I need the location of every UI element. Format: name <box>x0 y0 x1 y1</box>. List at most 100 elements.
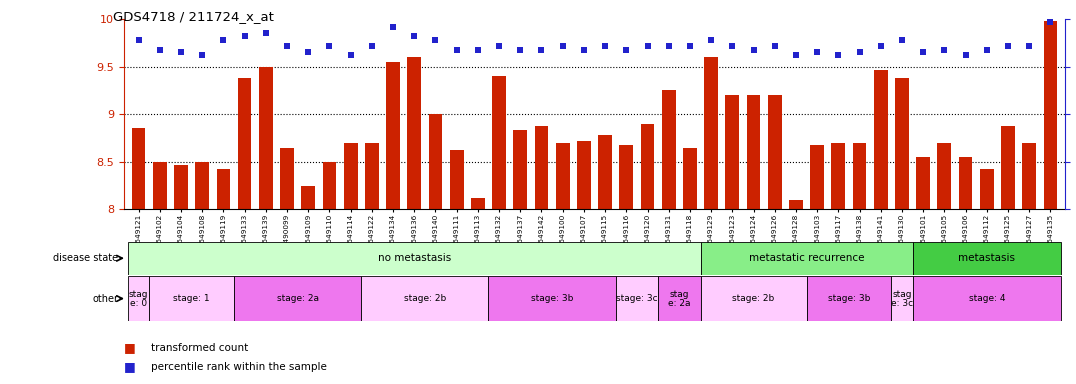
Text: stage: 3b: stage: 3b <box>827 294 870 303</box>
Bar <box>912 242 1061 275</box>
Point <box>957 52 974 58</box>
Text: metastasis: metastasis <box>959 253 1016 263</box>
Point <box>427 37 444 43</box>
Point <box>194 52 211 58</box>
Bar <box>238 78 252 209</box>
Bar <box>768 95 781 209</box>
Point <box>830 52 847 58</box>
Text: stag
e: 0: stag e: 0 <box>129 290 148 308</box>
Bar <box>386 62 400 209</box>
Bar <box>789 200 803 209</box>
Bar <box>131 129 145 209</box>
Point <box>618 46 635 53</box>
Bar <box>513 131 527 209</box>
Bar <box>832 143 846 209</box>
Point <box>851 50 868 56</box>
Bar <box>937 143 951 209</box>
Bar <box>1022 143 1036 209</box>
Point <box>681 43 698 49</box>
Point <box>936 46 953 53</box>
Bar <box>216 169 230 209</box>
Point <box>788 52 805 58</box>
Point <box>978 46 995 53</box>
Bar <box>807 276 891 321</box>
Text: stage: 2b: stage: 2b <box>404 294 445 303</box>
Text: stag
e: 3c: stag e: 3c <box>891 290 914 308</box>
Bar <box>128 276 150 321</box>
Bar <box>615 276 659 321</box>
Bar <box>535 126 549 209</box>
Point <box>342 52 359 58</box>
Point <box>703 37 720 43</box>
Point <box>1042 19 1059 25</box>
Point <box>660 43 677 49</box>
Text: metastatic recurrence: metastatic recurrence <box>749 253 864 263</box>
Point <box>893 37 910 43</box>
Bar <box>1001 126 1015 209</box>
Point <box>533 46 550 53</box>
Bar <box>196 162 209 209</box>
Bar <box>323 162 337 209</box>
Point <box>808 50 825 56</box>
Text: GDS4718 / 211724_x_at: GDS4718 / 211724_x_at <box>113 10 274 23</box>
Bar <box>700 276 807 321</box>
Bar <box>895 78 909 209</box>
Point <box>299 50 316 56</box>
Bar <box>362 276 489 321</box>
Point <box>512 46 529 53</box>
Bar <box>662 91 676 209</box>
Bar <box>659 276 700 321</box>
Bar <box>700 242 912 275</box>
Bar <box>980 169 993 209</box>
Bar <box>917 157 930 209</box>
Text: stage: 2b: stage: 2b <box>733 294 775 303</box>
Text: ■: ■ <box>124 341 136 354</box>
Bar <box>428 114 442 209</box>
Point <box>406 33 423 40</box>
Bar <box>174 165 188 209</box>
Bar <box>912 276 1061 321</box>
Point <box>448 46 465 53</box>
Point <box>724 43 741 49</box>
Bar <box>233 276 362 321</box>
Point <box>873 43 890 49</box>
Bar <box>640 124 654 209</box>
Bar <box>1044 21 1058 209</box>
Point <box>152 46 169 53</box>
Bar <box>891 276 912 321</box>
Point <box>576 46 593 53</box>
Bar <box>725 95 739 209</box>
Bar <box>408 57 421 209</box>
Bar <box>365 143 379 209</box>
Point <box>491 43 508 49</box>
Bar <box>810 145 824 209</box>
Text: stag
e: 2a: stag e: 2a <box>668 290 691 308</box>
Point <box>279 43 296 49</box>
Text: stage: 1: stage: 1 <box>173 294 210 303</box>
Bar <box>492 76 506 209</box>
Bar <box>747 95 761 209</box>
Point <box>172 50 189 56</box>
Point <box>236 33 253 40</box>
Bar <box>489 276 615 321</box>
Bar <box>128 242 700 275</box>
Text: percentile rank within the sample: percentile rank within the sample <box>151 362 326 372</box>
Bar <box>259 67 272 209</box>
Text: other: other <box>93 293 118 304</box>
Point <box>321 43 338 49</box>
Bar <box>301 185 315 209</box>
Bar <box>704 57 718 209</box>
Bar <box>620 145 633 209</box>
Bar <box>852 143 866 209</box>
Point <box>766 43 783 49</box>
Point <box>215 37 232 43</box>
Point <box>130 37 147 43</box>
Bar <box>343 143 357 209</box>
Bar <box>577 141 591 209</box>
Point <box>745 46 762 53</box>
Text: stage: 3c: stage: 3c <box>617 294 657 303</box>
Bar <box>683 147 697 209</box>
Bar <box>450 151 464 209</box>
Text: disease state: disease state <box>53 253 118 263</box>
Point <box>596 43 613 49</box>
